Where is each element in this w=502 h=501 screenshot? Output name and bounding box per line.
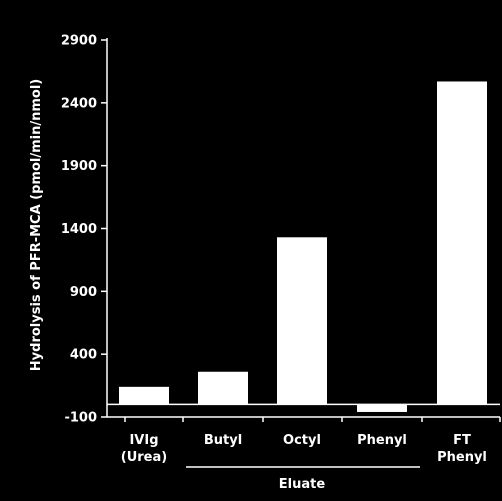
bars	[119, 81, 487, 412]
y-axis-title: Hydrolysis of PFR-MCA (pmol/min/nmol)	[29, 79, 44, 371]
y-tick-label: 1400	[61, 222, 97, 237]
eluate-group: Eluate	[186, 466, 420, 492]
y-ticks: -100 400 900 1400 1900 2400 2900	[61, 34, 107, 426]
bar	[198, 371, 248, 405]
bar	[437, 81, 487, 405]
y-tick-label: 2400	[61, 96, 97, 111]
x-tick-label: FT	[453, 433, 471, 448]
y-axis-title-group: Hydrolysis of PFR-MCA (pmol/min/nmol)	[29, 79, 44, 371]
bar	[277, 237, 327, 405]
x-tick-label: Octyl	[283, 433, 321, 448]
x-tick-label: Phenyl	[357, 433, 407, 448]
x-labels: IVIg (Urea) Butyl Octyl Phenyl FT Phenyl	[121, 433, 487, 465]
x-tick-label: Phenyl	[437, 450, 487, 465]
x-tick-label: IVIg	[129, 433, 158, 448]
y-tick-label: -100	[64, 411, 97, 426]
x-tick-label: Butyl	[204, 433, 242, 448]
bar	[119, 386, 169, 405]
y-tick-label: 900	[70, 285, 97, 300]
y-tick-label: 400	[70, 348, 97, 363]
bar	[357, 404, 407, 412]
y-tick-label: 1900	[61, 159, 97, 174]
x-tick-label: (Urea)	[121, 450, 167, 465]
y-tick-label: 2900	[61, 34, 97, 49]
eluate-group-label: Eluate	[279, 477, 326, 492]
